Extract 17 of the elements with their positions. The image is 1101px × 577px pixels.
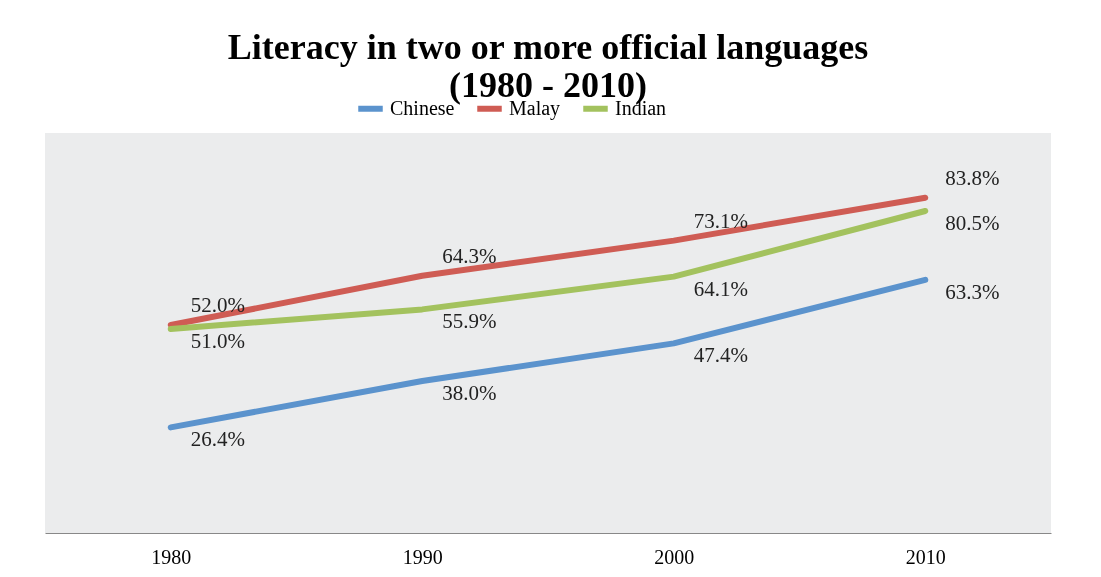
data-label: 47.4% (693, 343, 748, 368)
data-label: 73.1% (693, 208, 748, 233)
text: Literacy in two or more official languages (227, 27, 869, 67)
data-label: 55.9% (442, 309, 497, 334)
x-tick-label: 2010 (905, 545, 946, 568)
data-label: 80.5% (945, 211, 1000, 235)
x-tick-label: 1990 (402, 545, 443, 568)
data-label: 38.0% (442, 381, 497, 405)
data-label: 64.3% (442, 243, 497, 268)
data-label: 63.3% (945, 279, 1000, 304)
data-label: 51.0% (190, 329, 245, 353)
data-label: 52.0% (190, 293, 245, 317)
data-label: 83.8% (945, 165, 1000, 190)
x-tick-label: 2000 (654, 545, 695, 568)
data-label: 64.1% (693, 276, 748, 301)
x-tick-label: 1980 (151, 545, 192, 568)
data-label: 26.4% (190, 427, 245, 452)
